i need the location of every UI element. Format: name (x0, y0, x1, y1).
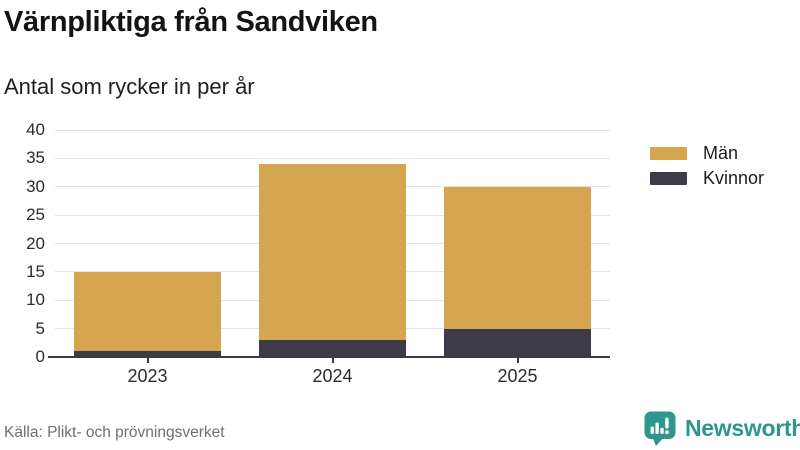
x-axis-label-2025: 2025 (497, 366, 538, 386)
bar-2024-kvinnor (259, 339, 406, 357)
gridline-40 (55, 129, 610, 131)
bar-2025-kvinnor (444, 328, 591, 357)
y-axis-label-0: 0 (35, 347, 45, 366)
legend-item-män: Män (650, 143, 764, 163)
y-axis-label-20: 20 (26, 233, 45, 253)
legend-label-män: Män (703, 143, 739, 163)
y-axis-label-30: 30 (26, 176, 45, 196)
y-axis-label-10: 10 (26, 290, 45, 310)
x-axis-tick-2023 (146, 358, 149, 363)
legend-swatch-kvinnor (650, 171, 687, 185)
x-axis-line (48, 356, 610, 358)
y-axis-label-5: 5 (35, 318, 45, 338)
gridline-35 (55, 157, 610, 159)
x-axis-label-2024: 2024 (312, 366, 353, 386)
y-axis-label-40: 40 (26, 120, 45, 139)
chart-title: Värnpliktiga från Sandviken (4, 6, 378, 38)
x-axis-tick-2025 (516, 358, 519, 363)
bar-2023-kvinnor (74, 351, 221, 357)
x-axis-tick-2024 (331, 358, 334, 363)
source-note: Källa: Plikt- och prövningsverket (4, 424, 225, 441)
newsworthy-logo[interactable]: Newsworthy (643, 410, 800, 446)
bar-2025-män (444, 186, 591, 329)
legend-swatch-män (650, 146, 687, 160)
brand-name: Newsworthy (685, 414, 800, 441)
y-axis-label-35: 35 (26, 148, 45, 168)
chart-subtitle: Antal som rycker in per år (4, 74, 255, 99)
legend-label-kvinnor: Kvinnor (703, 168, 765, 188)
legend-item-kvinnor: Kvinnor (650, 168, 765, 188)
chart-legend: Män Kvinnor (650, 143, 765, 196)
bar-2023-män (74, 271, 221, 352)
bar-2024-män (259, 164, 406, 340)
y-axis-label-15: 15 (26, 261, 45, 281)
y-axis-label-25: 25 (26, 205, 45, 225)
x-axis-label-2023: 2023 (127, 366, 168, 386)
newsworthy-bar-chart-icon (644, 411, 676, 446)
